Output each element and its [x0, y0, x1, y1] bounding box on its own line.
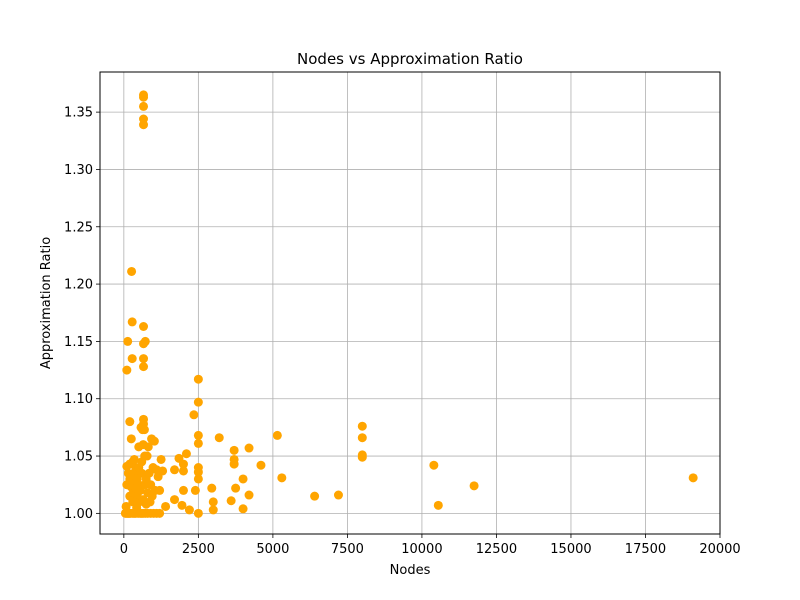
- data-point: [139, 92, 149, 102]
- y-tick-label: 1.20: [64, 278, 93, 293]
- data-point: [193, 438, 203, 448]
- data-point: [125, 417, 135, 427]
- data-point: [193, 508, 203, 518]
- data-point: [158, 466, 168, 476]
- data-point: [139, 425, 149, 435]
- data-point: [272, 430, 282, 440]
- data-point: [139, 354, 149, 364]
- data-point: [122, 365, 132, 375]
- data-point: [139, 362, 149, 372]
- data-point: [123, 336, 133, 346]
- x-tick-label: 5000: [256, 542, 289, 557]
- data-point: [429, 460, 439, 470]
- data-point: [129, 454, 139, 464]
- data-point: [229, 445, 239, 455]
- y-tick-label: 1.35: [64, 106, 93, 121]
- y-tick-label: 1.00: [64, 507, 93, 522]
- data-point: [310, 491, 320, 501]
- y-tick-label: 1.05: [64, 450, 93, 465]
- data-point: [357, 421, 367, 431]
- y-tick-label: 1.30: [64, 163, 93, 178]
- data-point: [688, 473, 698, 483]
- data-point: [181, 449, 191, 459]
- data-point: [178, 466, 188, 476]
- data-point: [170, 495, 180, 505]
- data-point: [208, 497, 218, 507]
- data-point: [155, 508, 165, 518]
- y-axis-ticks: 1.00 1.05 1.10 1.15 1.20 1.25 1.30 1.35: [64, 106, 100, 522]
- data-point: [156, 454, 166, 464]
- data-point: [277, 473, 287, 483]
- data-point: [433, 500, 443, 510]
- data-point: [238, 474, 248, 484]
- data-point: [178, 485, 188, 495]
- data-point: [226, 496, 236, 506]
- data-point: [177, 500, 187, 510]
- y-tick-label: 1.10: [64, 392, 93, 407]
- x-tick-label: 2500: [182, 542, 215, 557]
- y-tick-label: 1.25: [64, 220, 93, 235]
- data-point: [333, 490, 343, 500]
- data-point: [139, 322, 149, 332]
- data-point: [244, 443, 254, 453]
- data-point: [127, 266, 137, 276]
- data-point: [121, 501, 131, 511]
- data-point: [149, 436, 159, 446]
- data-point: [244, 490, 254, 500]
- x-tick-label: 0: [120, 542, 128, 557]
- x-tick-label: 15000: [550, 542, 591, 557]
- data-point: [214, 433, 224, 443]
- data-point: [190, 485, 200, 495]
- data-point: [193, 430, 203, 440]
- x-tick-label: 10000: [401, 542, 442, 557]
- data-point: [127, 317, 137, 327]
- data-point: [357, 433, 367, 443]
- data-point: [143, 442, 153, 452]
- data-point: [142, 451, 152, 461]
- data-point: [178, 459, 188, 469]
- data-point: [256, 460, 266, 470]
- plot-frame: [99, 71, 721, 535]
- data-point: [229, 459, 239, 469]
- x-tick-label: 7500: [331, 542, 364, 557]
- data-point: [189, 410, 199, 420]
- x-tick-label: 17500: [625, 542, 666, 557]
- x-tick-label: 20000: [699, 542, 740, 557]
- data-point: [127, 354, 137, 364]
- data-point: [238, 504, 248, 514]
- grid-lines: [100, 72, 721, 534]
- data-point: [140, 336, 150, 346]
- data-point: [357, 452, 367, 462]
- x-tick-label: 12500: [476, 542, 517, 557]
- data-point: [139, 120, 149, 130]
- y-axis-label: Approximation Ratio: [39, 237, 54, 369]
- data-point: [469, 481, 479, 491]
- data-point: [231, 483, 241, 493]
- data-point: [139, 101, 149, 111]
- data-point: [193, 467, 203, 477]
- data-point: [126, 434, 136, 444]
- chart-title: Nodes vs Approximation Ratio: [297, 50, 523, 68]
- y-tick-label: 1.15: [64, 335, 93, 350]
- data-point: [170, 465, 180, 475]
- data-point: [193, 397, 203, 407]
- data-point: [208, 505, 218, 515]
- data-point: [161, 501, 171, 511]
- x-axis-label: Nodes: [390, 563, 431, 578]
- data-point: [155, 485, 165, 495]
- data-point: [193, 474, 203, 484]
- data-points: [120, 90, 698, 518]
- data-point: [207, 483, 217, 493]
- data-point: [184, 505, 194, 515]
- data-point: [193, 374, 203, 384]
- x-axis-ticks: 0 2500 5000 7500 10000 12500 15000 17500 20000: [120, 534, 741, 557]
